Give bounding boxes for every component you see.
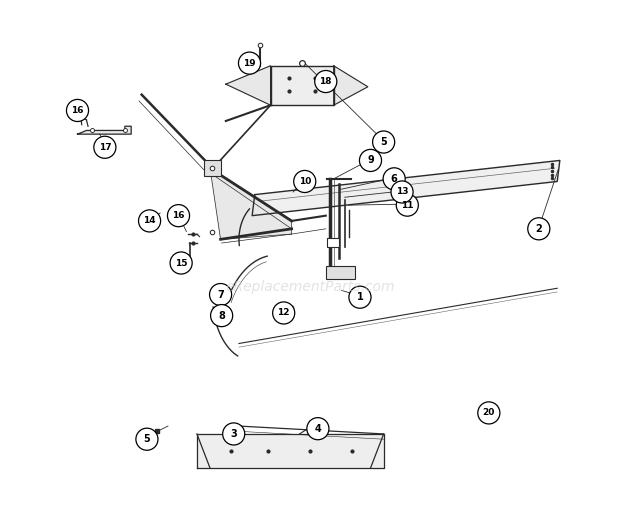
Text: 3: 3 [231, 429, 237, 439]
Bar [204, 160, 221, 176]
Circle shape [210, 284, 232, 306]
Text: 16: 16 [71, 106, 84, 115]
Circle shape [273, 302, 294, 324]
Circle shape [315, 70, 337, 93]
Text: 18: 18 [319, 77, 332, 86]
Text: 4: 4 [314, 423, 321, 434]
Circle shape [138, 210, 161, 232]
Text: 9: 9 [367, 155, 374, 166]
Circle shape [239, 52, 260, 74]
Circle shape [360, 149, 381, 171]
Text: 6: 6 [391, 174, 397, 184]
Text: 20: 20 [482, 408, 495, 418]
Text: 15: 15 [175, 258, 187, 268]
Text: 7: 7 [217, 289, 224, 300]
Text: 14: 14 [143, 216, 156, 226]
Polygon shape [197, 434, 384, 468]
Polygon shape [78, 126, 131, 134]
Text: 8: 8 [218, 310, 225, 321]
Polygon shape [334, 66, 368, 105]
Text: 10: 10 [299, 177, 311, 186]
Circle shape [349, 286, 371, 308]
Text: 5: 5 [380, 137, 387, 147]
Circle shape [136, 428, 158, 450]
Circle shape [478, 402, 500, 424]
Circle shape [167, 205, 190, 227]
Polygon shape [226, 66, 270, 105]
Circle shape [391, 181, 413, 203]
Bar [326, 266, 355, 279]
Circle shape [94, 136, 116, 158]
Text: 1: 1 [356, 292, 363, 302]
Text: 19: 19 [243, 58, 256, 68]
Bar [327, 238, 339, 247]
Circle shape [170, 252, 192, 274]
Circle shape [211, 305, 232, 327]
Text: 2: 2 [536, 224, 542, 234]
Text: 12: 12 [278, 308, 290, 318]
Circle shape [307, 418, 329, 440]
Polygon shape [270, 66, 334, 105]
Circle shape [223, 423, 245, 445]
Circle shape [396, 194, 418, 216]
Circle shape [66, 99, 89, 122]
Text: 5: 5 [144, 434, 150, 444]
Text: eReplacementParts.com: eReplacementParts.com [225, 280, 395, 294]
Polygon shape [252, 160, 560, 216]
Text: 16: 16 [172, 211, 185, 220]
Circle shape [528, 218, 550, 240]
Circle shape [294, 170, 316, 193]
Text: 17: 17 [99, 143, 111, 152]
Circle shape [373, 131, 395, 153]
Text: 11: 11 [401, 200, 414, 210]
Text: 13: 13 [396, 187, 409, 197]
Circle shape [383, 168, 405, 190]
Polygon shape [210, 168, 291, 239]
